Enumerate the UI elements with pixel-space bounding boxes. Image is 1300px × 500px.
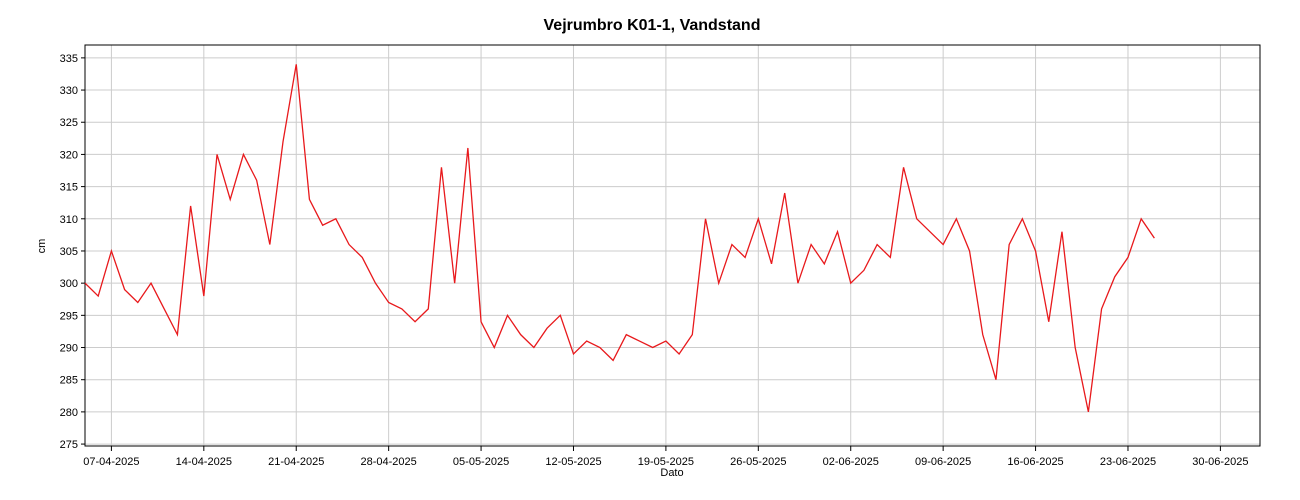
x-tick-label: 12-05-2025 [545,456,601,468]
y-tick-label: 335 [60,53,78,65]
x-tick-label: 19-05-2025 [638,456,694,468]
y-tick-label: 295 [60,310,78,322]
data-line [84,64,1155,413]
x-axis-label: Dato [660,467,683,479]
x-tick-label: 23-06-2025 [1100,456,1156,468]
y-tick-label: 330 [60,85,78,97]
x-tick-label: 07-04-2025 [83,456,139,468]
x-tick-label: 21-04-2025 [268,456,324,468]
x-tick-label: 09-06-2025 [915,456,971,468]
x-tick-label: 28-04-2025 [361,456,417,468]
y-tick-label: 310 [60,214,78,226]
x-tick-label: 26-05-2025 [730,456,786,468]
plot-frame [84,44,1261,447]
y-tick-label: 315 [60,182,78,194]
chart-title: Vejrumbro K01-1, Vandstand [544,17,761,34]
y-tick-label: 285 [60,375,78,387]
y-tick-label: 275 [60,439,78,451]
x-tick-label: 02-06-2025 [823,456,879,468]
y-tick-label: 325 [60,117,78,129]
y-tick-label: 320 [60,149,78,161]
x-tick-label: 05-05-2025 [453,456,509,468]
y-axis-label: cm [36,239,48,254]
y-tick-label: 290 [60,343,78,355]
x-tick-label: 14-04-2025 [176,456,232,468]
y-tick-label: 300 [60,278,78,290]
y-tick-label: 280 [60,407,78,419]
y-tick-label: 305 [60,246,78,258]
x-tick-label: 16-06-2025 [1007,456,1063,468]
x-tick-label: 30-06-2025 [1192,456,1248,468]
